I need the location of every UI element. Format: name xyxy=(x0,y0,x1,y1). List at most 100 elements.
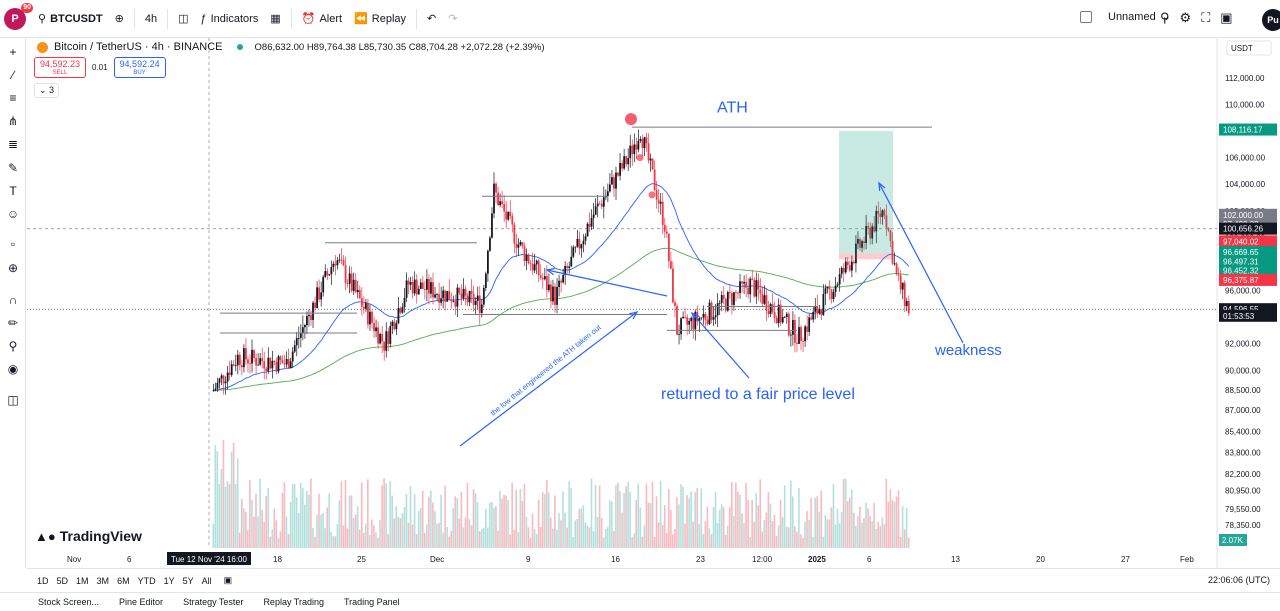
candle-body xyxy=(230,364,233,376)
volume-bar xyxy=(820,490,823,548)
price-tick-label: 92,000.00 xyxy=(1225,340,1261,349)
pitchfork-icon[interactable]: ⋔ xyxy=(7,114,19,128)
tab-trading-panel[interactable]: Trading Panel xyxy=(343,597,400,607)
volume-bar xyxy=(857,516,859,548)
alert-button[interactable]: ⏰ Alert xyxy=(296,5,348,33)
candle-body xyxy=(684,316,687,318)
arrow-fair-price[interactable] xyxy=(691,312,750,379)
candle-body xyxy=(442,290,445,299)
redo-button[interactable]: ↷ xyxy=(442,5,463,33)
trendline-icon[interactable]: ∕ xyxy=(11,68,14,82)
interval-button[interactable]: 4h xyxy=(139,5,163,33)
layout-selector[interactable]: Unnamed ⌄ xyxy=(1080,10,1171,23)
volume-bar xyxy=(704,521,707,548)
annotation-weakness[interactable]: weakness xyxy=(934,342,1002,359)
arrow-weakness[interactable] xyxy=(878,182,964,344)
candle-body xyxy=(387,331,390,344)
price-label-box xyxy=(1219,235,1277,248)
candle-body xyxy=(338,259,341,261)
candle-body xyxy=(495,183,497,193)
indicators-button[interactable]: ƒ Indicators xyxy=(195,5,265,33)
candle-body xyxy=(417,288,420,295)
tab-pine-editor[interactable]: Pine Editor xyxy=(119,597,164,607)
replay-button[interactable]: ⏪ Replay xyxy=(348,5,412,33)
volume-bar xyxy=(513,529,516,548)
avatar[interactable]: P 90 xyxy=(4,2,33,30)
volume-bar xyxy=(907,537,910,548)
brush-icon[interactable]: ✎ xyxy=(7,161,19,175)
drawing-toolbar: + ∕ ≡ ⋔ ≣ ✎ T ☺ ▫ ⊕ ∩ ✏ ⚲ ◉ ◫ xyxy=(0,38,26,568)
price-label-text: 96,497.31 xyxy=(1223,257,1259,266)
ruler-icon[interactable]: ▫ xyxy=(10,237,16,251)
date-range-icon[interactable]: ▣ xyxy=(223,575,233,585)
tf-all[interactable]: All xyxy=(201,575,212,586)
tf-ytd[interactable]: YTD xyxy=(137,575,156,586)
fib-icon[interactable]: ≣ xyxy=(7,137,19,151)
candle-body xyxy=(523,246,526,261)
tf-1m[interactable]: 1M xyxy=(76,575,89,586)
tab-replay-trading[interactable]: Replay Trading xyxy=(263,597,324,607)
compare-button[interactable]: ⊕ xyxy=(109,5,130,33)
position-box-loss[interactable] xyxy=(839,253,893,260)
volume-bar xyxy=(905,507,908,548)
buy-button[interactable]: 94,592.24 BUY xyxy=(113,57,166,78)
tf-3m[interactable]: 3M xyxy=(96,575,110,586)
candle-body xyxy=(810,317,813,320)
annotation-fair-price[interactable]: returned to a fair price level xyxy=(661,386,855,403)
volume-bar xyxy=(806,511,808,548)
candle-body xyxy=(519,242,522,245)
tab-stock-screener[interactable]: Stock Screen... xyxy=(38,597,100,607)
templates-button[interactable]: ▦ xyxy=(264,5,286,33)
indicator-toggle[interactable]: ⌄ 3 xyxy=(34,83,60,98)
eye-icon[interactable]: ◉ xyxy=(7,362,19,376)
horizontal-lines-icon[interactable]: ≡ xyxy=(9,91,17,105)
undo-button[interactable]: ↶ xyxy=(421,5,442,33)
camera-icon[interactable]: ▣ xyxy=(1220,10,1233,25)
search-icon[interactable]: ⚲ xyxy=(1160,10,1170,25)
currency-selector[interactable] xyxy=(1226,40,1272,56)
lock-icon[interactable]: ⚲ xyxy=(8,339,18,353)
volume-bar xyxy=(613,531,615,548)
trash-icon[interactable]: ◫ xyxy=(7,393,19,407)
user-menu[interactable]: Pu xyxy=(1262,9,1280,31)
position-box-profit[interactable] xyxy=(839,131,893,254)
volume-bar xyxy=(385,483,387,548)
fullscreen-icon[interactable]: ⛶ xyxy=(1201,10,1211,25)
candle-body xyxy=(824,288,827,294)
chart-type-button[interactable]: ◫ xyxy=(172,5,194,33)
tf-5d[interactable]: 5D xyxy=(56,575,69,586)
sell-button[interactable]: 94,592.23 SELL xyxy=(34,57,86,78)
tab-strategy-tester[interactable]: Strategy Tester xyxy=(183,597,244,607)
volume-bar xyxy=(615,485,617,548)
crosshair-icon[interactable]: + xyxy=(9,45,17,59)
pencil-lock-icon[interactable]: ✏ xyxy=(7,316,19,330)
arrow-to-low[interactable] xyxy=(546,269,668,297)
candle-body xyxy=(667,233,670,262)
volume-bar xyxy=(832,483,835,548)
symbol-search[interactable]: ⚲ BTCUSDT xyxy=(32,5,109,33)
text-icon[interactable]: T xyxy=(9,184,17,198)
tf-1y[interactable]: 1Y xyxy=(163,575,175,586)
emoji-icon[interactable]: ☺ xyxy=(6,207,20,221)
volume-bar xyxy=(316,514,318,548)
arrow-low-taken-out[interactable] xyxy=(459,311,638,447)
chart-area[interactable]: USDT112,000.00110,000.00108,000.00106,00… xyxy=(27,38,1280,568)
candle-body xyxy=(647,143,650,161)
volume-bar xyxy=(794,526,796,548)
volume-bar xyxy=(861,522,863,548)
volume-bar xyxy=(647,502,650,548)
tf-1d[interactable]: 1D xyxy=(37,575,49,586)
settings-icon[interactable]: ⚙ xyxy=(1179,10,1192,25)
candle-body xyxy=(844,261,847,273)
utc-clock[interactable]: 22:06:06 (UTC) xyxy=(1207,575,1270,585)
candle-body xyxy=(588,223,591,227)
zoom-icon[interactable]: ⊕ xyxy=(7,261,19,275)
volume-bar xyxy=(594,484,597,548)
tf-5y[interactable]: 5Y xyxy=(182,575,194,586)
price-chart[interactable]: USDT112,000.00110,000.00108,000.00106,00… xyxy=(27,38,1280,568)
candle-body xyxy=(277,356,280,372)
annotation-ath[interactable]: ATH xyxy=(717,99,748,116)
magnet-icon[interactable]: ∩ xyxy=(8,293,18,307)
tf-6m[interactable]: 6M xyxy=(117,575,130,586)
annotation-low-taken-out[interactable]: the low that engineered the ATH taken ou… xyxy=(489,322,604,417)
